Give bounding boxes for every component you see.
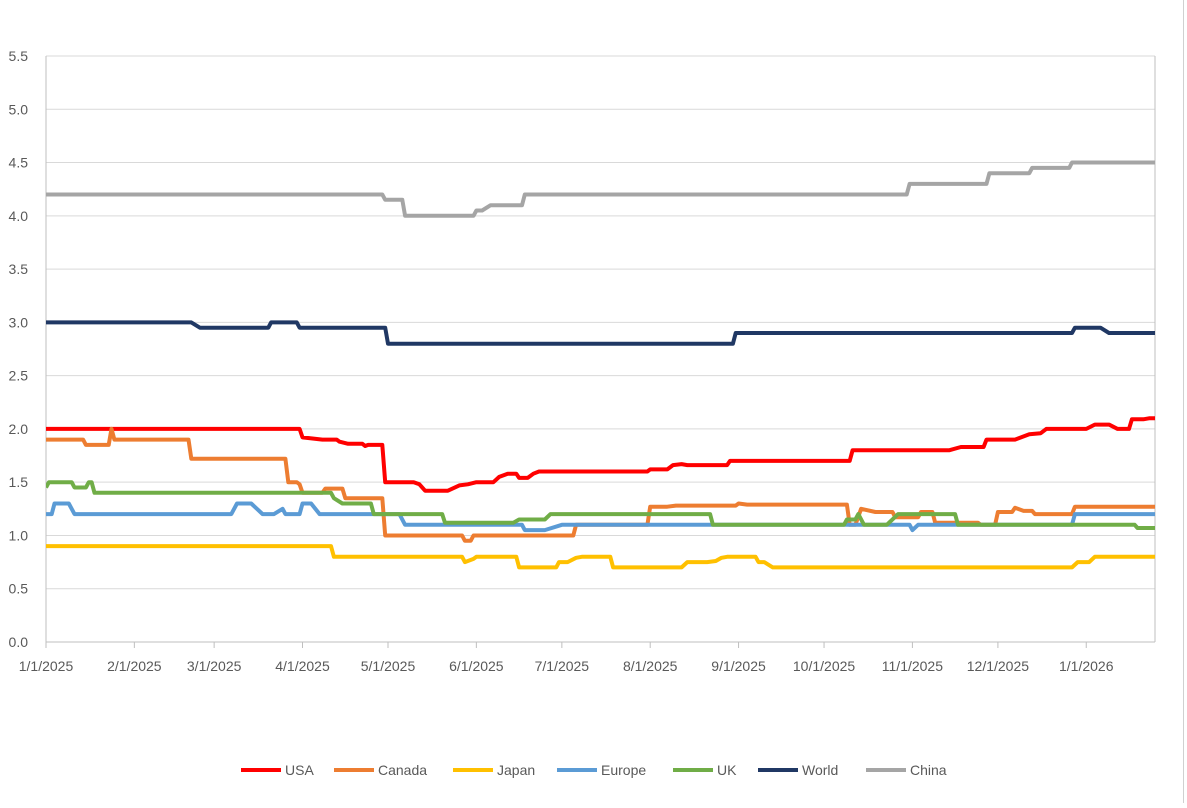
x-tick-label: 7/1/2025	[535, 658, 590, 674]
y-tick-label: 2.0	[9, 421, 29, 437]
series-line-canada	[46, 426, 1155, 543]
series-lines	[46, 160, 1155, 570]
y-tick-label: 4.5	[9, 155, 29, 171]
x-tick-label: 5/1/2025	[361, 658, 416, 674]
legend-label-world: World	[802, 762, 838, 778]
x-tick-label: 3/1/2025	[187, 658, 242, 674]
legend-label-china: China	[910, 762, 947, 778]
series-line-world	[46, 320, 1155, 346]
x-tick-label: 2/1/2025	[107, 658, 162, 674]
x-tick-label: 11/1/2025	[882, 658, 943, 674]
y-tick-label: 0.0	[9, 634, 29, 650]
series-line-japan	[46, 544, 1155, 570]
y-tick-label: 2.5	[9, 368, 29, 384]
series-line-china	[46, 160, 1155, 218]
series-line-usa	[46, 416, 1155, 493]
x-tick-label: 1/1/2025	[19, 658, 74, 674]
x-tick-label: 8/1/2025	[623, 658, 678, 674]
y-tick-label: 0.5	[9, 581, 29, 597]
y-tick-label: 3.0	[9, 314, 29, 330]
legend-label-canada: Canada	[378, 762, 427, 778]
legend-label-europe: Europe	[601, 762, 646, 778]
x-tick-label: 10/1/2025	[793, 658, 855, 674]
legend: USA Canada Japan Europe UK World China	[241, 762, 947, 778]
axes: 0.0 0.5 1.0 1.5 2.0 2.5 3.0 3.5 4.0 4.5 5.0 5.5 1/1/…	[9, 48, 1156, 674]
x-tick-label: 9/1/2025	[711, 658, 766, 674]
y-tick-label: 5.5	[9, 48, 29, 64]
legend-label-uk: UK	[717, 762, 737, 778]
x-tick-label: 6/1/2025	[449, 658, 504, 674]
y-tick-label: 1.0	[9, 527, 29, 543]
x-tick-label: 12/1/2025	[967, 658, 1029, 674]
legend-label-usa: USA	[285, 762, 314, 778]
x-tick-label: 4/1/2025	[275, 658, 330, 674]
frame-divider	[1183, 0, 1184, 803]
y-tick-label: 1.5	[9, 474, 29, 490]
y-tick-label: 4.0	[9, 208, 29, 224]
series-line-europe	[46, 501, 1155, 533]
y-tick-label: 3.5	[9, 261, 29, 277]
y-tick-label: 5.0	[9, 101, 29, 117]
x-tick-label: 1/1/2026	[1059, 658, 1114, 674]
gridlines	[46, 55, 1155, 590]
legend-label-japan: Japan	[497, 762, 535, 778]
series-line-uk	[46, 480, 1155, 530]
